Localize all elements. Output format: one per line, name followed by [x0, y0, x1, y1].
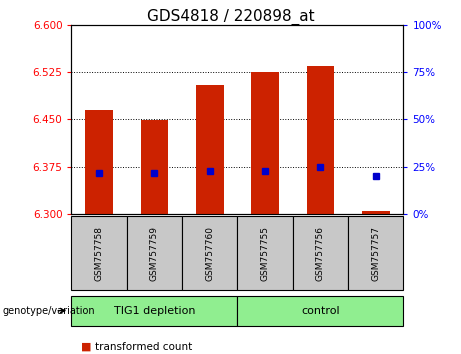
Text: GSM757760: GSM757760 [205, 225, 214, 281]
Text: genotype/variation: genotype/variation [2, 306, 95, 316]
Text: GSM757755: GSM757755 [260, 225, 270, 281]
Bar [251, 72, 279, 214]
Bar [71, 216, 127, 290]
Text: GSM757759: GSM757759 [150, 225, 159, 281]
Text: ■: ■ [81, 342, 91, 352]
Text: transformed count: transformed count [95, 342, 193, 352]
Bar [237, 216, 293, 290]
Bar [307, 66, 334, 214]
Text: GSM757758: GSM757758 [95, 225, 104, 281]
Bar [127, 216, 182, 290]
Text: control: control [301, 306, 340, 316]
Bar [141, 120, 168, 214]
Bar [196, 85, 224, 214]
Bar [293, 216, 348, 290]
Bar [182, 216, 237, 290]
Bar [85, 110, 113, 214]
Text: GSM757756: GSM757756 [316, 225, 325, 281]
Text: GSM757757: GSM757757 [371, 225, 380, 281]
Bar [362, 211, 390, 214]
Bar [71, 296, 237, 326]
Bar [348, 216, 403, 290]
Text: GDS4818 / 220898_at: GDS4818 / 220898_at [147, 9, 314, 25]
Text: TIG1 depletion: TIG1 depletion [114, 306, 195, 316]
Bar [237, 296, 403, 326]
